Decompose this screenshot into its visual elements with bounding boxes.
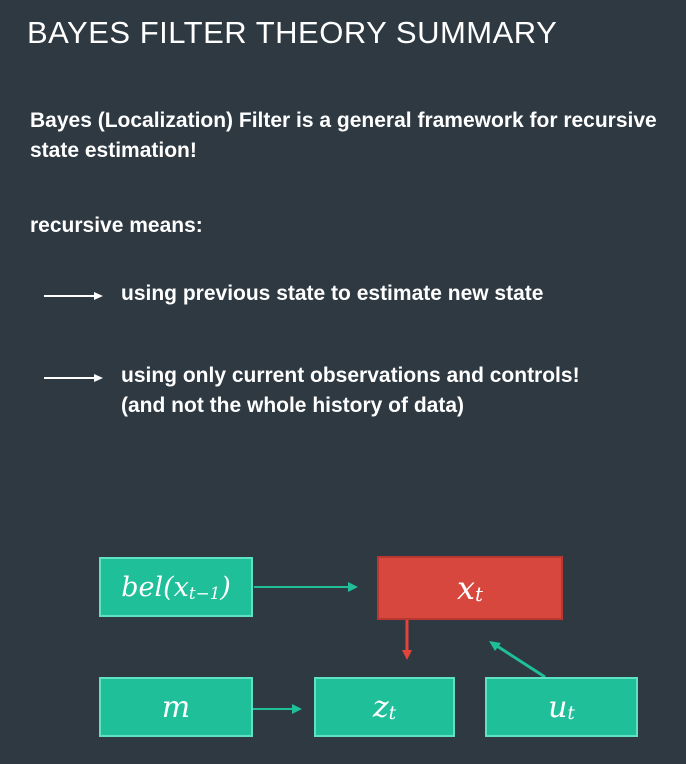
node-bel-close: ) (220, 571, 231, 603)
node-xt-sub: t (475, 583, 483, 607)
arrow-m-to-zt-head (292, 704, 302, 714)
node-m: m (99, 677, 253, 737)
arrow-bel-to-xt-head (348, 582, 358, 592)
bullet-arrow-icon (44, 292, 103, 300)
slide-title: BAYES FILTER THEORY SUMMARY (27, 15, 558, 50)
bullet-2-subtext: (and not the whole history of data) (121, 394, 464, 417)
bullet-arrow-icon (44, 374, 103, 382)
node-ut-base: u (548, 689, 568, 725)
arrow-ut-to-xt-head (489, 641, 501, 651)
arrow-ut-to-xt (496, 644, 546, 679)
node-bel-base: bel(x (121, 571, 189, 603)
node-m-base: m (161, 689, 191, 725)
node-bel: bel(x t−1) (99, 557, 253, 617)
recursive-means-label: recursive means: (30, 214, 203, 237)
bullet-2-text: using only current observations and cont… (121, 364, 580, 387)
node-zt-base: z (372, 689, 389, 725)
bullet-1-text: using previous state to estimate new sta… (121, 282, 544, 305)
node-zt-sub: t (388, 703, 397, 724)
node-xt-base: x (456, 569, 476, 607)
node-ut-sub: t (567, 703, 575, 724)
arrow-xt-to-zt-head (402, 650, 412, 660)
intro-text: Bayes (Localization) Filter is a general… (30, 109, 657, 162)
node-bel-sub: t−1 (188, 582, 221, 603)
